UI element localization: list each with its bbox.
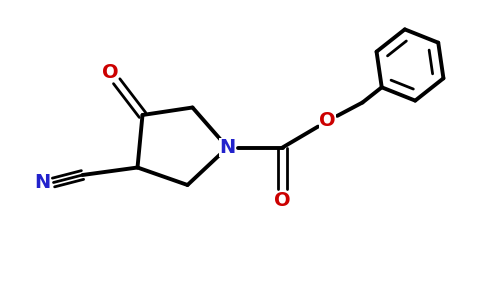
Text: O: O	[102, 63, 118, 82]
Text: N: N	[34, 173, 51, 192]
Text: O: O	[319, 112, 336, 130]
Text: O: O	[274, 190, 291, 209]
Text: N: N	[219, 138, 236, 157]
